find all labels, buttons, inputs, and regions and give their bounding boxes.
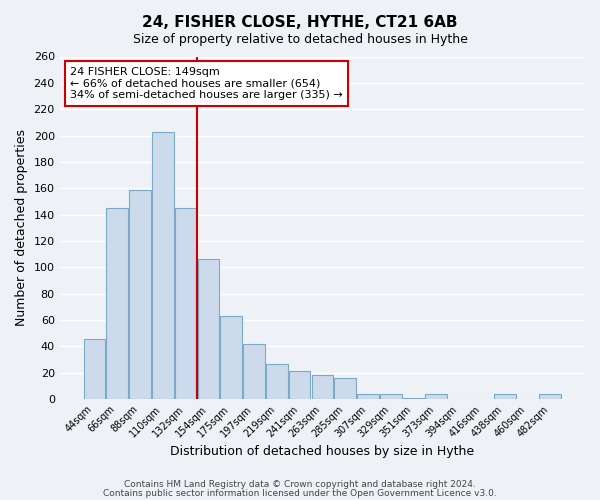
Bar (83, 338, 105, 399)
Bar (494, 394, 515, 399)
Bar (152, 132, 173, 399)
Bar (289, 372, 310, 399)
Bar (425, 394, 447, 399)
Y-axis label: Number of detached properties: Number of detached properties (15, 130, 28, 326)
Bar (220, 316, 242, 399)
Bar (197, 260, 219, 399)
Bar (129, 190, 151, 399)
Bar (106, 208, 128, 399)
Text: Contains HM Land Registry data © Crown copyright and database right 2024.: Contains HM Land Registry data © Crown c… (124, 480, 476, 489)
Text: 24, FISHER CLOSE, HYTHE, CT21 6AB: 24, FISHER CLOSE, HYTHE, CT21 6AB (142, 15, 458, 30)
Bar (357, 394, 379, 399)
Bar (266, 364, 287, 399)
Text: Contains public sector information licensed under the Open Government Licence v3: Contains public sector information licen… (103, 489, 497, 498)
X-axis label: Distribution of detached houses by size in Hythe: Distribution of detached houses by size … (170, 444, 475, 458)
Text: Size of property relative to detached houses in Hythe: Size of property relative to detached ho… (133, 32, 467, 46)
Bar (243, 344, 265, 399)
Bar (403, 398, 424, 399)
Bar (380, 394, 401, 399)
Text: 24 FISHER CLOSE: 149sqm
← 66% of detached houses are smaller (654)
34% of semi-d: 24 FISHER CLOSE: 149sqm ← 66% of detache… (70, 67, 343, 100)
Bar (311, 376, 333, 399)
Bar (334, 378, 356, 399)
Bar (175, 208, 196, 399)
Bar (539, 394, 561, 399)
